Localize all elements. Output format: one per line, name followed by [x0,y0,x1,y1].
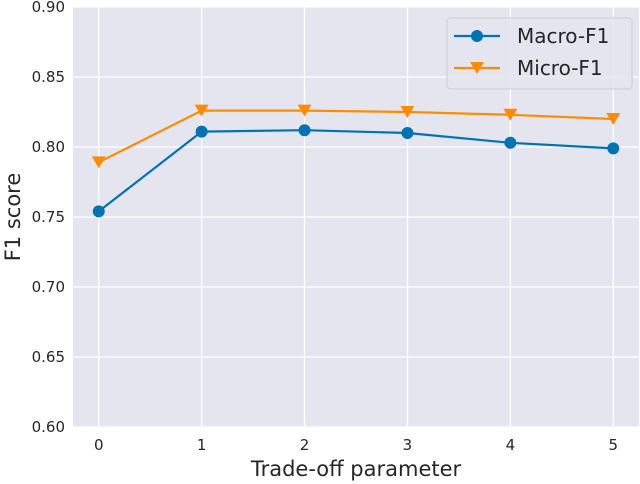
legend-entry: Macro-F1 [454,24,609,48]
data-point-circle [607,142,620,155]
x-tick-label: 3 [403,436,413,454]
data-series [91,104,621,218]
data-point-circle [195,125,208,138]
grid-lines [73,6,639,428]
data-point-triangle [400,106,415,118]
series-micro-f1 [91,104,621,169]
legend-label: Macro-F1 [517,24,609,48]
x-axis-ticks: 0 1 2 3 4 5 [94,436,618,454]
y-axis-label: F1 score [1,173,25,262]
x-tick-label: 1 [197,436,207,454]
y-tick-label: 0.70 [32,278,65,296]
legend: Macro-F1 Micro-F1 [446,17,633,90]
x-axis-label: Trade-off parameter [250,457,462,481]
series-macro-f1 [92,124,620,218]
y-tick-label: 0.75 [32,208,65,226]
legend-label: Micro-F1 [517,56,603,80]
data-point-triangle [503,108,518,121]
y-tick-label: 0.65 [32,348,65,366]
data-point-triangle [194,104,209,117]
data-point-triangle [297,104,312,117]
x-tick-label: 5 [608,436,618,454]
y-axis-ticks: 0.60 0.65 0.70 0.75 0.80 0.85 0.90 [32,0,65,436]
x-tick-label: 4 [506,436,516,454]
y-tick-label: 0.85 [32,68,65,86]
legend-entry: Micro-F1 [454,56,603,80]
data-point-triangle [91,156,106,169]
data-point-circle [92,205,105,218]
x-tick-label: 2 [300,436,310,454]
data-point-circle [471,30,483,42]
data-point-circle [298,124,311,137]
x-tick-label: 0 [94,436,104,454]
y-tick-label: 0.60 [32,418,65,436]
data-point-triangle [470,62,484,74]
data-point-triangle [606,113,621,125]
y-tick-label: 0.90 [32,0,65,16]
data-point-circle [401,127,414,139]
data-point-circle [504,136,517,149]
y-tick-label: 0.80 [32,138,65,156]
